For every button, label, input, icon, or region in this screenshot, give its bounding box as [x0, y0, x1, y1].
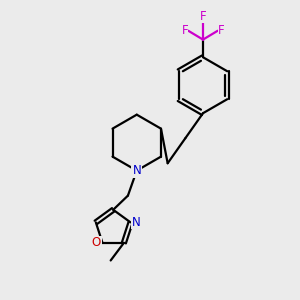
Text: F: F [218, 24, 224, 37]
Text: O: O [92, 236, 101, 249]
Text: F: F [200, 11, 206, 23]
Text: N: N [132, 164, 141, 177]
Text: N: N [132, 216, 141, 229]
Text: F: F [182, 24, 188, 37]
